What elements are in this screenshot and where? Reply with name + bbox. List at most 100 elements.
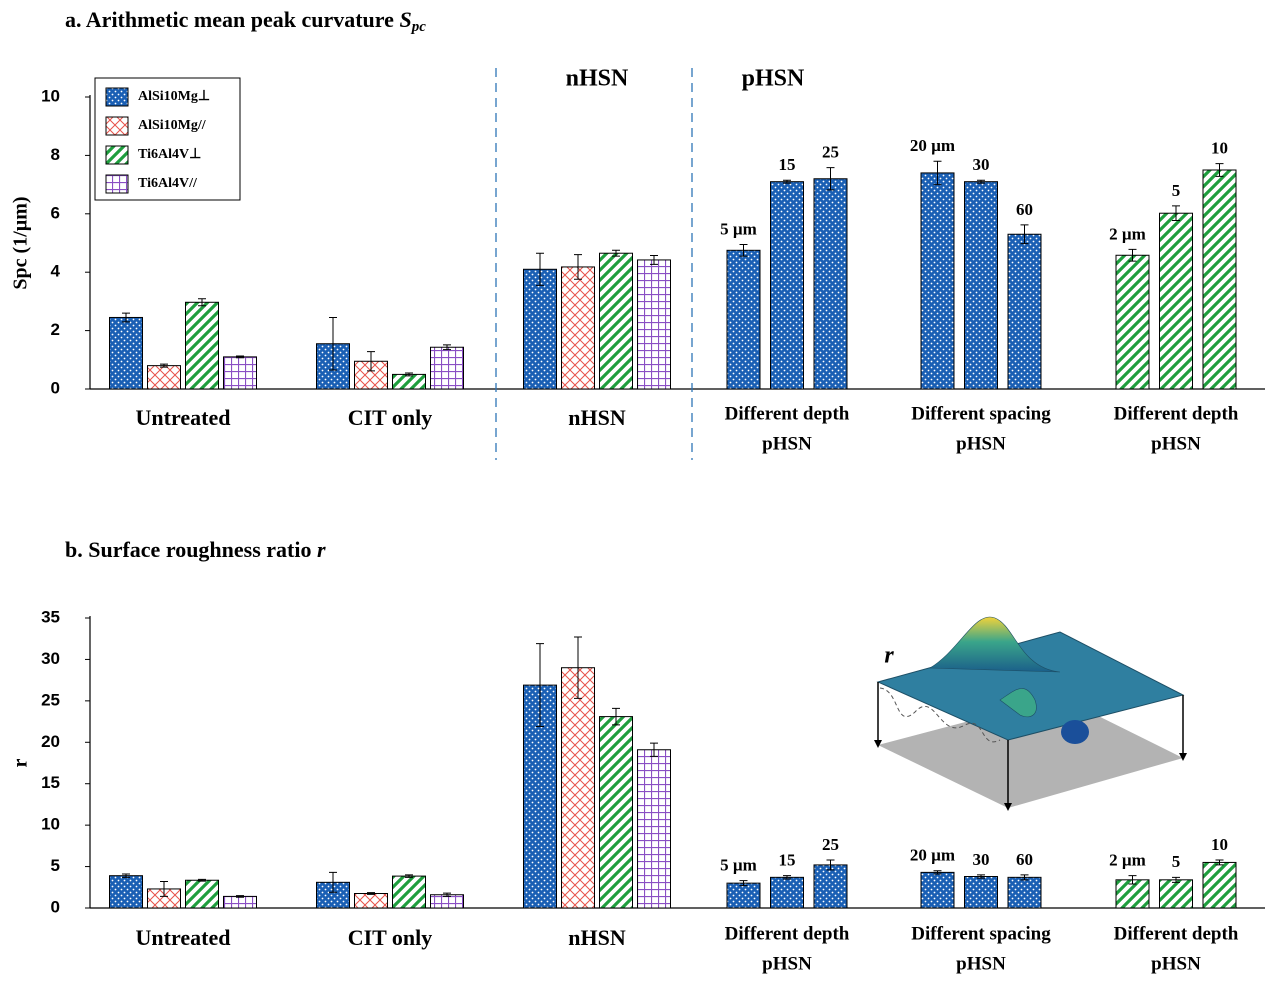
error-bar [160, 363, 168, 368]
bar-label: 25 [822, 835, 839, 854]
bar [354, 893, 388, 909]
group-label: nHSN [568, 925, 626, 950]
y-tick-label: 0 [51, 897, 60, 916]
bar [223, 895, 257, 909]
bar [1007, 233, 1042, 390]
error-bar [1172, 876, 1180, 883]
error-bar [612, 249, 620, 257]
group-label: Different spacing [911, 923, 1051, 944]
error-bar [933, 870, 942, 875]
bar-label: 60 [1016, 200, 1033, 219]
bar [920, 172, 955, 390]
y-tick-label: 35 [41, 607, 60, 626]
y-axis-label: Spc (1/µm) [10, 196, 32, 289]
error-bar [236, 355, 244, 359]
group-label: pHSN [762, 953, 812, 974]
title-part: S [399, 7, 411, 32]
bar-label: 10 [1211, 138, 1228, 157]
bar-label: 30 [973, 850, 990, 869]
bar [109, 316, 143, 390]
error-bar [574, 636, 582, 699]
bar [964, 181, 998, 390]
bar [637, 259, 671, 390]
y-tick-label: 25 [41, 690, 60, 709]
bar [109, 875, 143, 909]
bar-label: 30 [973, 155, 990, 174]
y-tick-label: 0 [51, 378, 60, 397]
group-label: CIT only [348, 405, 433, 430]
bar-label: 20 µm [910, 846, 955, 865]
group-label: Untreated [136, 405, 231, 430]
error-bar [443, 344, 451, 351]
error-bar [1215, 859, 1224, 866]
bar [147, 365, 181, 390]
error-bar [574, 254, 582, 280]
bar-label: 5 µm [720, 856, 757, 875]
error-bar [160, 880, 168, 897]
group-label: pHSN [956, 433, 1006, 454]
bar [599, 716, 633, 909]
group-label: CIT only [348, 925, 433, 950]
bar [770, 876, 804, 909]
bar-label: 20 µm [910, 136, 955, 155]
error-bar [443, 892, 451, 897]
bar [770, 181, 804, 390]
bar-label: 15 [779, 851, 796, 870]
bar [223, 356, 257, 390]
group-label: pHSN [1151, 953, 1201, 974]
error-bar [1172, 205, 1180, 222]
error-bar [783, 875, 791, 880]
legend-label: Ti6Al4V// [138, 176, 198, 191]
y-tick-label: 5 [51, 856, 60, 875]
error-bar [739, 243, 748, 257]
error-bar [1128, 248, 1137, 262]
y-tick-label: 30 [41, 649, 60, 668]
bar [726, 249, 761, 390]
legend-label: AlSi10Mg// [138, 118, 207, 133]
group-label: Different depth [1114, 403, 1239, 424]
error-bar [933, 160, 942, 186]
bar [964, 876, 998, 909]
error-bar [826, 167, 835, 191]
group-label: Different depth [1114, 923, 1239, 944]
error-bar [405, 874, 413, 878]
error-bar [1128, 875, 1137, 885]
legend-swatch [105, 116, 129, 136]
bar [1159, 879, 1193, 909]
bar [523, 268, 557, 390]
bar [1115, 254, 1150, 390]
bar [637, 749, 671, 909]
bar [920, 871, 955, 909]
bar [392, 373, 426, 390]
error-bar [739, 880, 748, 887]
error-bar [329, 316, 337, 371]
error-bar [1020, 874, 1029, 881]
error-bar [329, 871, 337, 893]
y-tick-label: 10 [41, 815, 60, 834]
bar [1202, 169, 1237, 390]
legend-swatch [105, 145, 129, 165]
section-label: pHSN [742, 66, 805, 92]
error-bar [536, 252, 544, 286]
title-part: pc [410, 19, 427, 35]
bar [1115, 879, 1150, 909]
title-part: r [317, 537, 326, 562]
error-bar [650, 742, 658, 757]
section-label: nHSN [566, 66, 629, 92]
bar [392, 875, 426, 909]
bar [726, 882, 761, 909]
error-bar [977, 874, 985, 879]
y-tick-label: 8 [51, 145, 60, 164]
error-bar [367, 892, 375, 895]
y-tick-label: 4 [51, 262, 61, 281]
bar [561, 266, 595, 390]
error-bar [977, 179, 985, 184]
bar-label: 5 [1172, 181, 1181, 200]
y-axis-label: r [10, 758, 32, 767]
group-label: nHSN [568, 405, 626, 430]
group-label: pHSN [956, 953, 1006, 974]
bar-label: 2 µm [1109, 851, 1146, 870]
title-part: a. Arithmetic mean peak curvature [65, 7, 399, 32]
bar-label: 2 µm [1109, 224, 1146, 243]
